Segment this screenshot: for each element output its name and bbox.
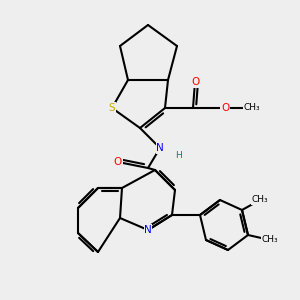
Text: O: O <box>114 157 122 167</box>
Text: O: O <box>221 103 229 113</box>
Text: N: N <box>144 225 152 235</box>
Text: CH₃: CH₃ <box>252 196 268 205</box>
Text: H: H <box>175 151 182 160</box>
Text: N: N <box>156 143 164 153</box>
Text: O: O <box>191 77 199 87</box>
Text: CH₃: CH₃ <box>262 236 278 244</box>
Text: CH₃: CH₃ <box>244 103 260 112</box>
Text: S: S <box>109 103 115 113</box>
